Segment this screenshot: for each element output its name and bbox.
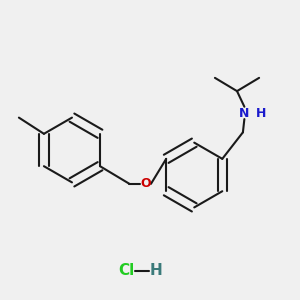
- Text: O: O: [140, 177, 151, 190]
- Text: N: N: [239, 107, 250, 120]
- Text: Cl: Cl: [118, 263, 135, 278]
- Text: H: H: [255, 107, 266, 120]
- Text: H: H: [149, 263, 162, 278]
